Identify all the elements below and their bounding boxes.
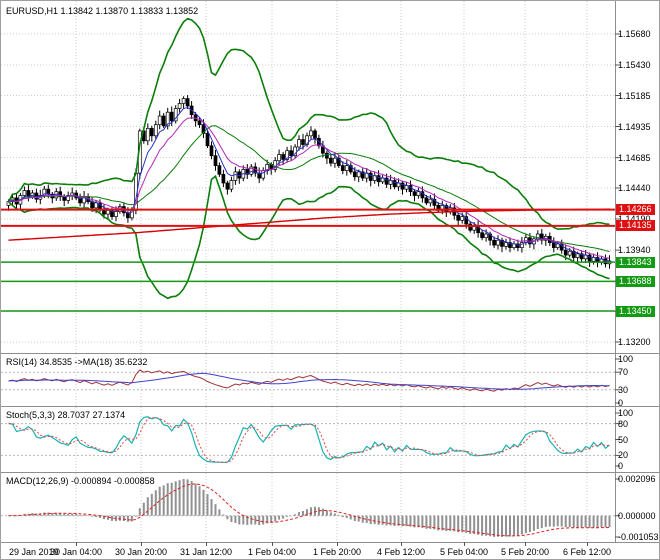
price-axis-label: 1.14685 bbox=[618, 152, 651, 163]
time-axis-label: 31 Jan 12:00 bbox=[179, 547, 233, 557]
rsi-label: RSI(14) 34.8535 ->MA(18) 35.6232 bbox=[6, 357, 148, 367]
panel-separator[interactable] bbox=[1, 472, 659, 473]
stoch-scale-label: 80 bbox=[618, 418, 629, 429]
time-axis-tick bbox=[337, 542, 338, 546]
panel-separator[interactable] bbox=[1, 353, 659, 354]
rsi-indicator-panel[interactable] bbox=[1, 354, 660, 406]
stoch-label: Stoch(5,3,3) 28.7037 27.1374 bbox=[6, 410, 126, 420]
time-axis-tick bbox=[141, 542, 142, 546]
price-axis-label: 1.14935 bbox=[618, 121, 651, 132]
macd-label: MACD(12,26,9) -0.000894 -0.000858 bbox=[6, 476, 155, 486]
price-level-badge[interactable]: 1.13688 bbox=[616, 275, 655, 287]
time-axis-label: 1 Feb 04:00 bbox=[247, 547, 297, 557]
time-axis-tick bbox=[272, 542, 273, 546]
macd-scale-label: -0.001053 bbox=[618, 532, 659, 542]
price-level-badge[interactable]: 1.14135 bbox=[616, 220, 655, 232]
price-axis-label: 1.13940 bbox=[618, 245, 651, 256]
rsi-scale-label: 100 bbox=[618, 354, 634, 364]
rsi-scale-label: 30 bbox=[618, 384, 629, 395]
time-axis-label: 5 Feb 04:00 bbox=[439, 547, 489, 557]
stochastic-indicator-panel[interactable] bbox=[1, 407, 660, 472]
time-axis-label: 29 Jan 2019 bbox=[9, 547, 59, 557]
time-axis-tick bbox=[464, 542, 465, 546]
macd-scale-label: 0.000000 bbox=[618, 510, 656, 521]
main-price-chart[interactable] bbox=[1, 1, 660, 354]
stoch-scale-label: 20 bbox=[618, 450, 629, 461]
symbol-ohlc-label: EURUSD,H1 1.13842 1.13870 1.13833 1.1385… bbox=[6, 6, 199, 16]
time-axis-tick bbox=[76, 542, 77, 546]
stoch-scale-label: 50 bbox=[618, 434, 629, 445]
stoch-scale-label: 0 bbox=[618, 461, 624, 471]
panel-separator bbox=[1, 542, 659, 543]
rsi-scale-label: 0 bbox=[618, 398, 624, 408]
time-axis-label: 4 Feb 12:00 bbox=[376, 547, 426, 557]
price-axis-label: 1.13200 bbox=[618, 337, 651, 347]
time-axis-label: 1 Feb 20:00 bbox=[312, 547, 362, 557]
time-axis-label: 5 Feb 20:00 bbox=[500, 547, 550, 557]
price-axis-label: 1.14190 bbox=[618, 214, 651, 224]
time-axis-tick bbox=[401, 542, 402, 546]
macd-scale-label: 0.002096 bbox=[618, 474, 656, 484]
stoch-scale-label: 100 bbox=[618, 408, 634, 418]
time-axis-label: 30 Jan 04:00 bbox=[49, 547, 103, 557]
macd-indicator-panel[interactable] bbox=[1, 473, 660, 542]
panel-separator[interactable] bbox=[1, 406, 659, 407]
time-axis-label: 6 Feb 12:00 bbox=[562, 547, 612, 557]
price-level-badge[interactable]: 1.13843 bbox=[616, 256, 655, 268]
price-axis-label: 1.15680 bbox=[618, 29, 651, 39]
time-axis-tick bbox=[206, 542, 207, 546]
time-axis-tick bbox=[525, 542, 526, 546]
price-level-badge[interactable]: 1.13450 bbox=[616, 305, 655, 317]
price-level-badge[interactable]: 1.14266 bbox=[616, 204, 655, 216]
time-axis-tick bbox=[587, 542, 588, 546]
rsi-scale-label: 70 bbox=[618, 367, 629, 378]
price-axis-label: 1.14440 bbox=[618, 183, 651, 193]
time-axis-label: 30 Jan 20:00 bbox=[114, 547, 168, 557]
price-axis-label: 1.15185 bbox=[618, 90, 651, 101]
price-axis-label: 1.15430 bbox=[618, 60, 651, 70]
